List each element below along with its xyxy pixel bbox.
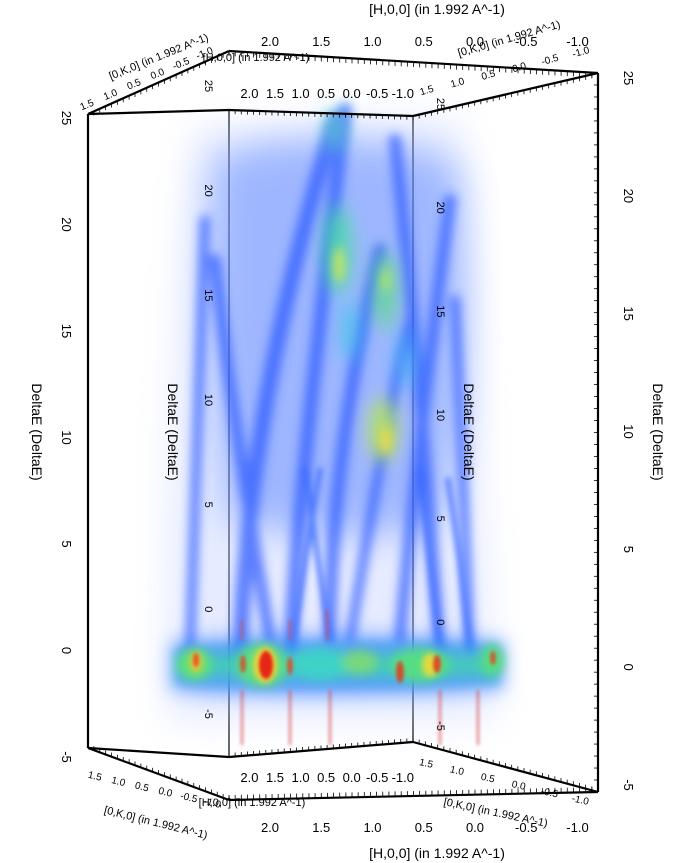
h-tick-label-top: -1.0 bbox=[566, 34, 588, 49]
h-tick-label-inner-bottom: -0.5 bbox=[366, 770, 388, 785]
h-tick-label-bottom: 2.0 bbox=[261, 820, 279, 835]
e-tick-label-right: 5 bbox=[621, 546, 636, 553]
k-tick-label-top-right: -0.5 bbox=[540, 53, 560, 68]
h-tick-label-inner-bottom: 1.0 bbox=[292, 770, 310, 785]
h-axis-title-inner-top: [H,0,0] (in 1.992 A^-1) bbox=[203, 52, 310, 64]
e-tick-label-left: 5 bbox=[59, 540, 74, 547]
e-tick-label-inner-right: 25 bbox=[434, 98, 446, 110]
intensity-volume bbox=[167, 103, 505, 745]
k-tick-label-bottom-left: -0.5 bbox=[179, 791, 199, 806]
e-tick-label-left: 10 bbox=[59, 430, 74, 444]
h-tick-label-inner-bottom: 0.0 bbox=[343, 770, 361, 785]
h-tick-label-inner-bottom: 2.0 bbox=[240, 770, 258, 785]
h-tick-label-top: 2.0 bbox=[261, 34, 279, 49]
h-tick-label-top: 1.0 bbox=[363, 34, 381, 49]
e-tick-label-right: 20 bbox=[621, 189, 636, 203]
e-tick-label-inner-right: 5 bbox=[434, 516, 446, 522]
h-tick-label-top: 0.5 bbox=[415, 34, 433, 49]
e-tick-label-inner-right: 20 bbox=[434, 202, 446, 214]
h-tick-label-bottom: 0.5 bbox=[415, 820, 433, 835]
e-tick-label-inner-right: 0 bbox=[434, 619, 446, 625]
e-tick-label-left: -5 bbox=[59, 751, 74, 763]
e-tick-label-inner-right: 15 bbox=[434, 305, 446, 317]
k-tick-label-top-left: 0.5 bbox=[126, 77, 143, 93]
k-tick-label-top-right: 1.5 bbox=[419, 84, 436, 99]
k-tick-label-bottom-right: -0.5 bbox=[540, 786, 560, 800]
k-tick-label-bottom-left: -1.0 bbox=[203, 796, 223, 811]
k-tick-label-bottom-left: 1.5 bbox=[87, 770, 104, 784]
h-tick-label-inner-top: 0.0 bbox=[343, 86, 361, 101]
e-tick-label-inner-left: 25 bbox=[202, 80, 214, 92]
h-tick-label-inner-top: 0.5 bbox=[317, 86, 335, 101]
h-tick-label-inner-top: 1.5 bbox=[266, 86, 284, 101]
k-tick-label-top-left: 0.0 bbox=[149, 67, 166, 83]
h-tick-label-inner-bottom: 1.5 bbox=[266, 770, 284, 785]
e-axis-title-inner-right: DeltaE (DeltaE) bbox=[461, 383, 477, 480]
e-tick-label-left: 25 bbox=[59, 111, 74, 125]
h-tick-label-bottom: 1.5 bbox=[312, 820, 330, 835]
h-tick-label-inner-top: -0.5 bbox=[366, 86, 388, 101]
h-axis-title-top: [H,0,0] (in 1.992 A^-1) bbox=[369, 1, 505, 17]
h-tick-label-inner-bottom: -1.0 bbox=[392, 770, 414, 785]
k-tick-label-bottom-right: 0.0 bbox=[511, 779, 527, 793]
h-tick-label-inner-bottom: 0.5 bbox=[317, 770, 335, 785]
e-tick-label-left: 15 bbox=[59, 324, 74, 338]
h-tick-label-inner-top: 1.0 bbox=[292, 86, 310, 101]
e-tick-label-right: 0 bbox=[621, 664, 636, 671]
e-tick-label-inner-left: 20 bbox=[202, 185, 214, 197]
k-tick-label-bottom-right: 1.0 bbox=[449, 764, 465, 778]
h-tick-label-bottom: 1.0 bbox=[363, 820, 381, 835]
k-tick-label-bottom-right: 1.5 bbox=[418, 757, 434, 771]
tick-labels: -5 -5 -5 -5 0 0 0 0 5 5 5 5 10 10 10 10 15 15 15 15 20 20 20 20… bbox=[59, 34, 636, 835]
e-tick-label-inner-right: -5 bbox=[434, 721, 446, 731]
e-axis-title-inner-left: DeltaE (DeltaE) bbox=[165, 383, 181, 480]
k-tick-label-top-right: 0.0 bbox=[511, 61, 528, 76]
h-tick-label-inner-top: -1.0 bbox=[392, 86, 414, 101]
frame-minor-ticks bbox=[87, 51, 599, 800]
h-tick-label-top: -0.5 bbox=[515, 34, 537, 49]
k-tick-label-bottom-left: 0.5 bbox=[134, 780, 151, 794]
e-tick-label-left: 20 bbox=[59, 217, 74, 231]
e-tick-label-inner-right: 10 bbox=[434, 409, 446, 421]
k-tick-label-bottom-right: -1.0 bbox=[571, 793, 591, 807]
h-tick-label-top: 0.0 bbox=[466, 34, 484, 49]
h-tick-label-inner-top: 2.0 bbox=[240, 86, 258, 101]
k-axis-title-bottom-right: [0,K,0] (in 1.992 A^-1) bbox=[443, 796, 549, 830]
e-tick-label-right: 10 bbox=[621, 424, 636, 438]
k-tick-label-top-left: 1.5 bbox=[79, 98, 96, 114]
e-tick-label-right: 25 bbox=[621, 71, 636, 85]
h-tick-label-bottom: -0.5 bbox=[515, 820, 537, 835]
e-tick-label-inner-left: 10 bbox=[202, 394, 214, 406]
e-tick-label-inner-left: 5 bbox=[202, 502, 214, 508]
h-tick-label-bottom: 0.0 bbox=[466, 820, 484, 835]
k-axis-title-bottom-left: [0,K,0] (in 1.992 A^-1) bbox=[103, 804, 209, 841]
h-axis-title-bottom: [H,0,0] (in 1.992 A^-1) bbox=[369, 845, 505, 861]
e-tick-label-right: 15 bbox=[621, 306, 636, 320]
k-tick-label-top-right: -1.0 bbox=[571, 45, 591, 60]
e-tick-label-right: -5 bbox=[621, 779, 636, 791]
e-tick-label-inner-left: 0 bbox=[202, 606, 214, 612]
h-tick-label-top: 1.5 bbox=[312, 34, 330, 49]
k-tick-label-bottom-left: 0.0 bbox=[157, 786, 174, 800]
e-tick-label-left: 0 bbox=[59, 647, 74, 654]
k-tick-label-top-left: 1.0 bbox=[102, 87, 119, 103]
h-axis-title-inner-bottom: [H,0,0] (in 1.992 A^-1) bbox=[199, 797, 306, 809]
e-axis-title-left: DeltaE (DeltaE) bbox=[29, 383, 45, 480]
k-tick-label-bottom-right: 0.5 bbox=[480, 772, 496, 786]
e-tick-label-inner-left: -5 bbox=[202, 709, 214, 719]
e-tick-label-inner-left: 15 bbox=[202, 289, 214, 301]
k-tick-label-top-right: 0.5 bbox=[480, 68, 497, 83]
e-axis-title-right: DeltaE (DeltaE) bbox=[650, 383, 666, 480]
k-tick-label-bottom-left: 1.0 bbox=[110, 775, 127, 789]
k-tick-label-top-right: 1.0 bbox=[449, 76, 466, 91]
h-tick-label-bottom: -1.0 bbox=[566, 820, 588, 835]
